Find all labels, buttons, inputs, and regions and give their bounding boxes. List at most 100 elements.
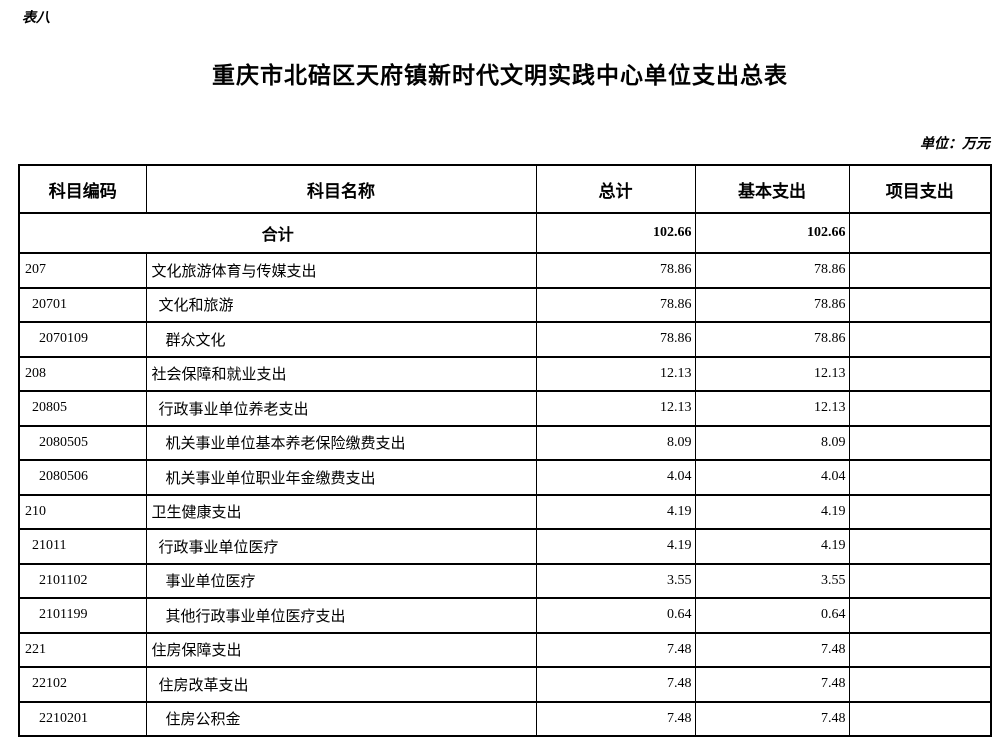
table-row: 22102 住房改革支出 7.48 7.48 <box>18 666 992 703</box>
project-expenditure-cell <box>848 390 992 427</box>
basic-expenditure-cell: 3.55 <box>694 562 850 599</box>
basic-expenditure-cell: 7.48 <box>694 700 850 737</box>
expenditure-table: 科目编码 科目名称 总计 基本支出 项目支出 合计 102.66 102.66 … <box>18 164 992 737</box>
header-row: 科目编码 科目名称 总计 基本支出 项目支出 <box>18 164 992 214</box>
project-expenditure-cell <box>848 355 992 392</box>
basic-expenditure-cell: 4.19 <box>694 528 850 565</box>
total-value-cell: 78.86 <box>535 286 696 323</box>
table-row: 2101102 事业单位医疗 3.55 3.55 <box>18 562 992 599</box>
subject-name-cell: 行政事业单位医疗 <box>145 528 537 565</box>
table-row: 2210201 住房公积金 7.48 7.48 <box>18 700 992 737</box>
total-value-cell: 3.55 <box>535 562 696 599</box>
project-expenditure-cell <box>848 597 992 634</box>
project-expenditure-cell <box>848 321 992 358</box>
column-header-total: 总计 <box>535 164 696 214</box>
project-expenditure-cell <box>848 562 992 599</box>
subject-name-cell: 机关事业单位基本养老保险缴费支出 <box>145 424 537 461</box>
subject-code-cell: 2210201 <box>18 700 147 737</box>
subject-code-cell: 22102 <box>18 666 147 703</box>
column-header-basic-expenditure: 基本支出 <box>694 164 850 214</box>
table-row: 2080506 机关事业单位职业年金缴费支出 4.04 4.04 <box>18 459 992 496</box>
subject-code-cell: 2080506 <box>18 459 147 496</box>
basic-expenditure-cell: 4.19 <box>694 493 850 530</box>
table-row: 2101199 其他行政事业单位医疗支出 0.64 0.64 <box>18 597 992 634</box>
table-row: 2080505 机关事业单位基本养老保险缴费支出 8.09 8.09 <box>18 424 992 461</box>
subject-code-cell: 2070109 <box>18 321 147 358</box>
basic-expenditure-cell: 12.13 <box>694 390 850 427</box>
total-value-cell: 0.64 <box>535 597 696 634</box>
basic-expenditure-cell: 7.48 <box>694 631 850 668</box>
basic-expenditure-cell: 4.04 <box>694 459 850 496</box>
total-value-cell: 4.19 <box>535 493 696 530</box>
basic-expenditure-cell: 8.09 <box>694 424 850 461</box>
subject-name-cell: 其他行政事业单位医疗支出 <box>145 597 537 634</box>
subject-name-cell: 卫生健康支出 <box>145 493 537 530</box>
grand-total-row: 合计 102.66 102.66 <box>18 212 992 254</box>
subject-code-cell: 2101199 <box>18 597 147 634</box>
subject-code-cell: 221 <box>18 631 147 668</box>
subject-name-cell: 社会保障和就业支出 <box>145 355 537 392</box>
basic-expenditure-cell: 78.86 <box>694 286 850 323</box>
total-value-cell: 7.48 <box>535 631 696 668</box>
table-row: 20701 文化和旅游 78.86 78.86 <box>18 286 992 323</box>
total-value-cell: 4.19 <box>535 528 696 565</box>
column-header-subject-code: 科目编码 <box>18 164 147 214</box>
total-value-cell: 78.86 <box>535 321 696 358</box>
subject-name-cell: 群众文化 <box>145 321 537 358</box>
column-header-subject-name: 科目名称 <box>145 164 537 214</box>
project-expenditure-cell <box>848 252 992 289</box>
subject-name-cell: 行政事业单位养老支出 <box>145 390 537 427</box>
subject-code-cell: 207 <box>18 252 147 289</box>
project-expenditure-cell <box>848 631 992 668</box>
total-value-cell: 12.13 <box>535 355 696 392</box>
subject-code-cell: 210 <box>18 493 147 530</box>
basic-expenditure-cell: 78.86 <box>694 252 850 289</box>
page-title: 重庆市北碚区天府镇新时代文明实践中心单位支出总表 <box>212 62 788 88</box>
basic-expenditure-cell: 7.48 <box>694 666 850 703</box>
total-value-cell: 12.13 <box>535 390 696 427</box>
total-value-cell: 4.04 <box>535 459 696 496</box>
subject-name-cell: 住房改革支出 <box>145 666 537 703</box>
column-header-project-expenditure: 项目支出 <box>848 164 992 214</box>
subject-name-cell: 文化和旅游 <box>145 286 537 323</box>
project-expenditure-cell <box>848 424 992 461</box>
project-expenditure-cell <box>848 666 992 703</box>
table-number-label: 表八 <box>22 10 50 26</box>
table-row: 20805 行政事业单位养老支出 12.13 12.13 <box>18 390 992 427</box>
subject-name-cell: 事业单位医疗 <box>145 562 537 599</box>
subject-name-cell: 机关事业单位职业年金缴费支出 <box>145 459 537 496</box>
subject-name-cell: 文化旅游体育与传媒支出 <box>145 252 537 289</box>
subject-name-cell: 住房保障支出 <box>145 631 537 668</box>
project-expenditure-cell <box>848 528 992 565</box>
grand-total-label: 合计 <box>18 212 537 254</box>
table-row: 210 卫生健康支出 4.19 4.19 <box>18 493 992 530</box>
subject-code-cell: 208 <box>18 355 147 392</box>
total-value-cell: 8.09 <box>535 424 696 461</box>
subject-code-cell: 20805 <box>18 390 147 427</box>
subject-code-cell: 2080505 <box>18 424 147 461</box>
project-expenditure-cell <box>848 700 992 737</box>
total-value-cell: 7.48 <box>535 666 696 703</box>
table-row: 208 社会保障和就业支出 12.13 12.13 <box>18 355 992 392</box>
subject-code-cell: 20701 <box>18 286 147 323</box>
grand-total-project-value <box>848 212 992 254</box>
table-body: 合计 102.66 102.66 207 文化旅游体育与传媒支出 78.86 7… <box>18 212 992 737</box>
table-header: 科目编码 科目名称 总计 基本支出 项目支出 <box>18 164 992 214</box>
table-row: 21011 行政事业单位医疗 4.19 4.19 <box>18 528 992 565</box>
subject-code-cell: 2101102 <box>18 562 147 599</box>
total-value-cell: 78.86 <box>535 252 696 289</box>
project-expenditure-cell <box>848 286 992 323</box>
total-value-cell: 7.48 <box>535 700 696 737</box>
subject-name-cell: 住房公积金 <box>145 700 537 737</box>
table-row: 221 住房保障支出 7.48 7.48 <box>18 631 992 668</box>
table-row: 2070109 群众文化 78.86 78.86 <box>18 321 992 358</box>
table-row: 207 文化旅游体育与传媒支出 78.86 78.86 <box>18 252 992 289</box>
grand-total-total-value: 102.66 <box>535 212 696 254</box>
project-expenditure-cell <box>848 459 992 496</box>
subject-code-cell: 21011 <box>18 528 147 565</box>
basic-expenditure-cell: 12.13 <box>694 355 850 392</box>
basic-expenditure-cell: 78.86 <box>694 321 850 358</box>
basic-expenditure-cell: 0.64 <box>694 597 850 634</box>
grand-total-basic-value: 102.66 <box>694 212 850 254</box>
